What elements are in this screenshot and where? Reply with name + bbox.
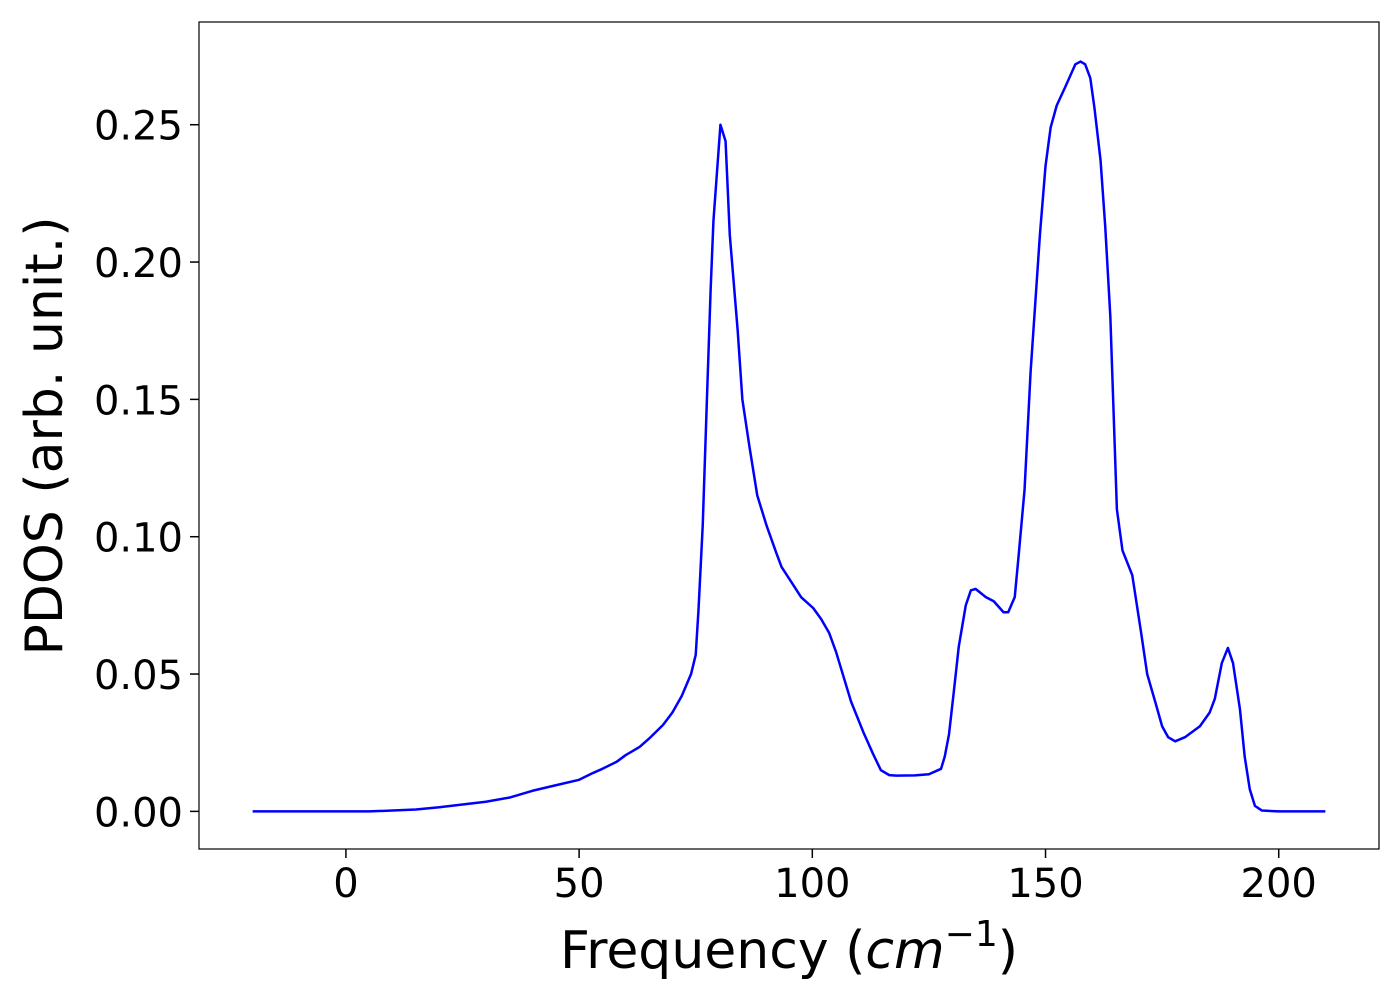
x-label-part: Frequency ( (560, 921, 865, 981)
x-tick-label: 0 (333, 861, 358, 907)
x-label-part: ) (998, 921, 1018, 981)
y-axis-label: PDOS (arb. unit.) (15, 216, 75, 655)
x-axis-label: Frequency (cm−1) (560, 914, 1018, 981)
x-tick-label: 100 (774, 861, 850, 907)
y-tick-label: 0.10 (94, 516, 183, 562)
x-tick-label: 50 (554, 861, 605, 907)
x-tick-label: 150 (1007, 861, 1083, 907)
x-label-part: cm (865, 921, 944, 981)
y-tick-label: 0.05 (94, 653, 183, 699)
y-tick-label: 0.15 (94, 378, 183, 424)
data-line (252, 60, 1326, 813)
y-tick-label: 0.25 (94, 104, 183, 150)
x-tick-label: 200 (1241, 861, 1317, 907)
x-label-part: −1 (945, 914, 998, 955)
y-tick-label: 0.20 (94, 241, 183, 287)
plot-frame (198, 21, 1380, 850)
y-tick-label: 0.00 (94, 790, 183, 836)
